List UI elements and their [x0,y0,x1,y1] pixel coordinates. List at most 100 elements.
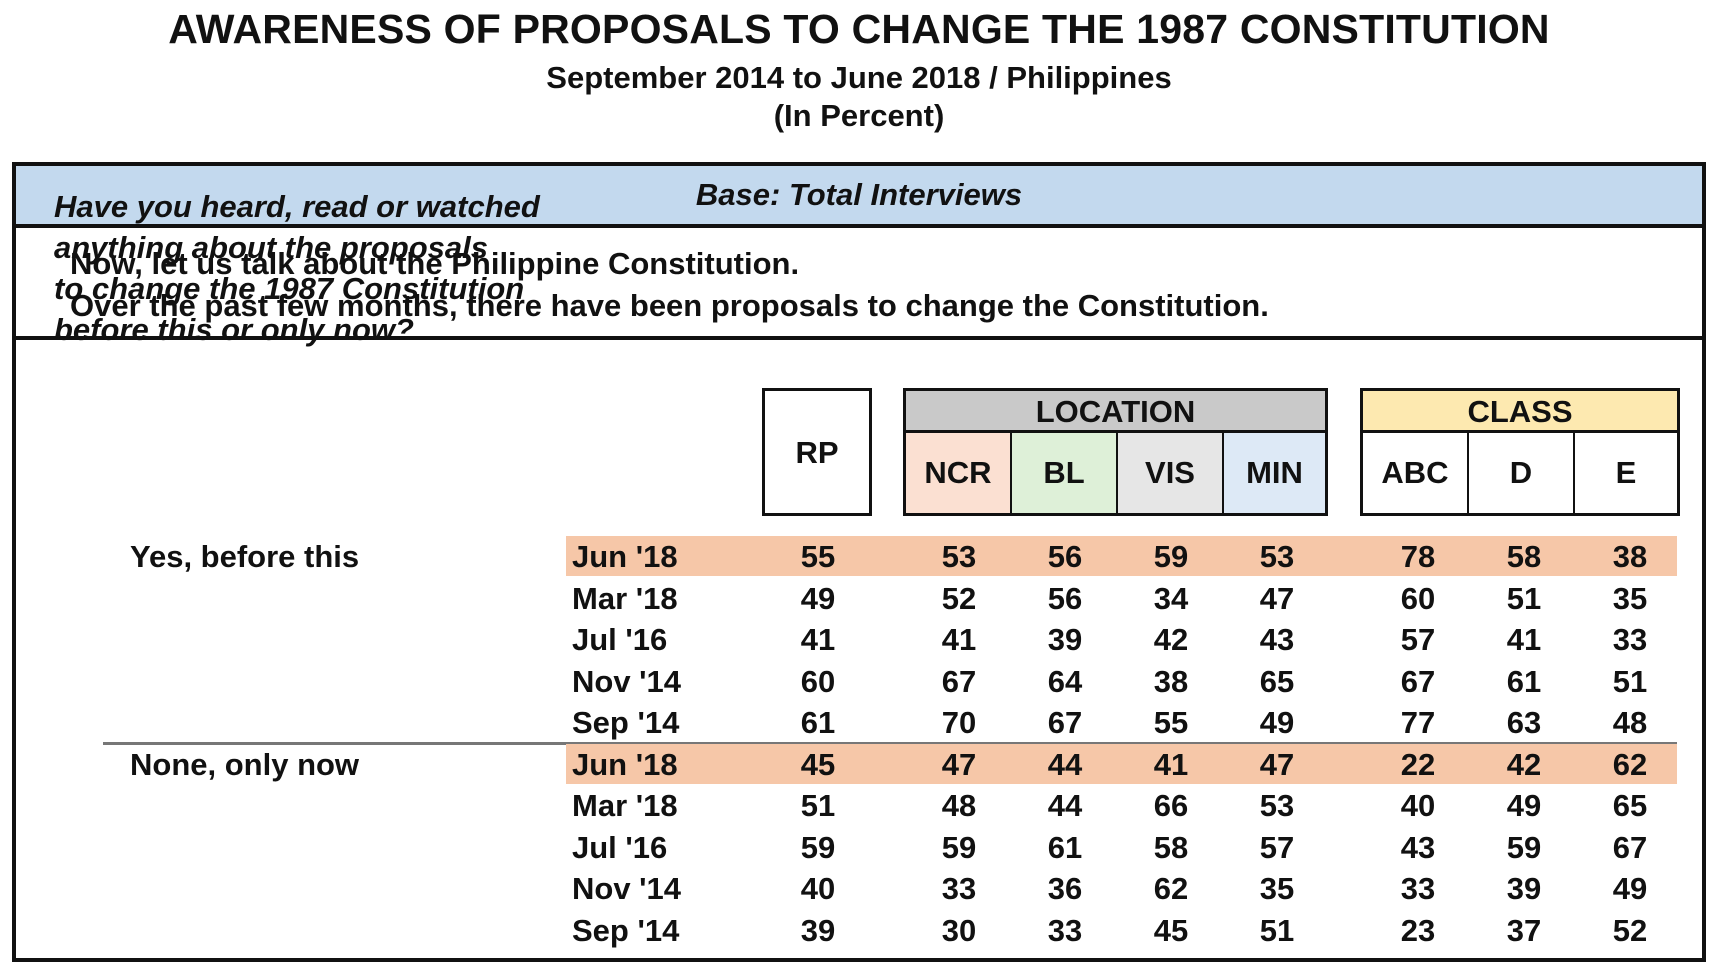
value-cell-rp: 49 [800,580,836,616]
value-cell-rp: 51 [800,788,836,823]
value-cell-ncr: 33 [941,871,977,906]
highlight-row-bg [566,536,1677,576]
value-cell-e: 62 [1612,746,1648,782]
value-cell-vis: 62 [1153,871,1189,906]
header-ncr: NCR [906,433,1012,513]
intro-line-1: Now, let us talk about the Philippine Co… [70,246,800,281]
value-cell-rp: 40 [800,871,836,906]
value-cell-d: 51 [1506,580,1542,616]
value-cell-ncr: 59 [941,829,977,865]
value-cell-abc: 77 [1400,705,1436,740]
value-cell-abc: 78 [1400,539,1436,574]
value-cell-vis: 66 [1153,788,1189,823]
value-cell-d: 49 [1506,788,1542,823]
chart-subtitle: September 2014 to June 2018 / Philippine… [546,60,1172,95]
value-cell-min: 47 [1259,746,1295,782]
value-cell-bl: 44 [1047,788,1083,823]
value-cell-d: 63 [1506,705,1542,740]
value-cell-vis: 58 [1153,829,1189,865]
row-date: Mar '18 [572,788,678,823]
row-date: Mar '18 [572,580,678,616]
header-class-group: CLASS ABC D E [1360,388,1680,516]
value-cell-min: 43 [1259,622,1295,657]
value-cell-d: 59 [1506,829,1542,865]
value-cell-min: 47 [1259,580,1295,616]
row-date: Jun '18 [572,539,678,574]
value-cell-bl: 56 [1047,539,1083,574]
value-cell-vis: 59 [1153,539,1189,574]
value-cell-e: 49 [1612,871,1648,906]
value-cell-abc: 33 [1400,871,1436,906]
value-cell-ncr: 41 [941,622,977,657]
value-cell-min: 53 [1259,539,1295,574]
value-cell-bl: 67 [1047,705,1083,740]
value-cell-e: 38 [1612,539,1648,574]
highlight-row-bg [566,743,1677,784]
row-date: Nov '14 [572,663,682,699]
row-date: Jul '16 [572,622,668,657]
value-cell-e: 65 [1612,788,1648,823]
row-date: Nov '14 [572,871,682,906]
value-cell-abc: 40 [1400,788,1436,823]
value-cell-vis: 41 [1153,746,1189,782]
value-cell-bl: 56 [1047,580,1083,616]
value-cell-bl: 39 [1047,622,1083,657]
value-cell-min: 57 [1259,829,1295,865]
intro-panel: Now, let us talk about the Philippine Co… [16,228,1702,340]
chart-title: AWARENESS OF PROPOSALS TO CHANGE THE 198… [168,6,1550,52]
value-cell-vis: 55 [1153,705,1189,740]
header-e: E [1575,433,1677,513]
value-cell-bl: 33 [1047,912,1083,948]
value-cell-vis: 42 [1153,622,1189,657]
value-cell-bl: 64 [1047,663,1083,699]
group-label: None, only now [130,746,360,782]
header-abc: ABC [1363,433,1469,513]
header-location-label: LOCATION [906,391,1325,433]
header-vis: VIS [1118,433,1224,513]
value-cell-ncr: 52 [941,580,977,616]
value-cell-rp: 55 [800,539,836,574]
value-cell-min: 35 [1259,871,1295,906]
value-cell-min: 53 [1259,788,1295,823]
value-cell-abc: 43 [1400,829,1436,865]
value-cell-abc: 60 [1400,580,1436,616]
value-cell-ncr: 47 [941,746,977,782]
row-date: Jun '18 [572,746,678,782]
intro-line-2: Over the past few months, there have bee… [70,288,1269,323]
value-cell-ncr: 67 [941,663,977,699]
value-cell-d: 41 [1506,622,1542,657]
value-cell-e: 35 [1612,580,1648,616]
value-cell-ncr: 48 [941,788,977,823]
value-cell-vis: 34 [1153,580,1189,616]
value-cell-abc: 67 [1400,663,1436,699]
value-cell-abc: 57 [1400,622,1436,657]
value-cell-min: 65 [1259,663,1295,699]
value-cell-ncr: 53 [941,539,977,574]
group-separator [103,741,1677,745]
base-band: Base: Total Interviews [16,166,1702,228]
question-line-1: Have you heard, read or watched [54,189,540,224]
question-text: Have you heard, read or watched anything… [54,186,614,350]
value-cell-ncr: 30 [941,912,977,948]
row-date: Sep '14 [572,912,680,948]
header-rp: RP [762,388,872,516]
header-min: MIN [1224,433,1325,513]
value-cell-rp: 60 [800,663,836,699]
unit-label: (In Percent) [773,98,945,133]
value-cell-bl: 61 [1047,829,1083,865]
value-cell-vis: 38 [1153,663,1189,699]
value-cell-abc: 23 [1400,912,1436,948]
question-line-2: anything about the proposals [54,230,489,265]
value-cell-e: 48 [1612,705,1648,740]
header-bl: BL [1012,433,1118,513]
value-cell-d: 39 [1506,871,1542,906]
value-cell-rp: 45 [800,746,836,782]
question-line-4: before this or only now? [54,312,414,347]
value-cell-min: 49 [1259,705,1295,740]
value-cell-e: 52 [1612,912,1648,948]
value-cell-e: 33 [1612,622,1648,657]
value-cell-e: 67 [1612,829,1648,865]
value-cell-d: 58 [1506,539,1542,574]
value-cell-rp: 59 [800,829,836,865]
table-frame: Base: Total Interviews Now, let us talk … [12,162,1706,962]
